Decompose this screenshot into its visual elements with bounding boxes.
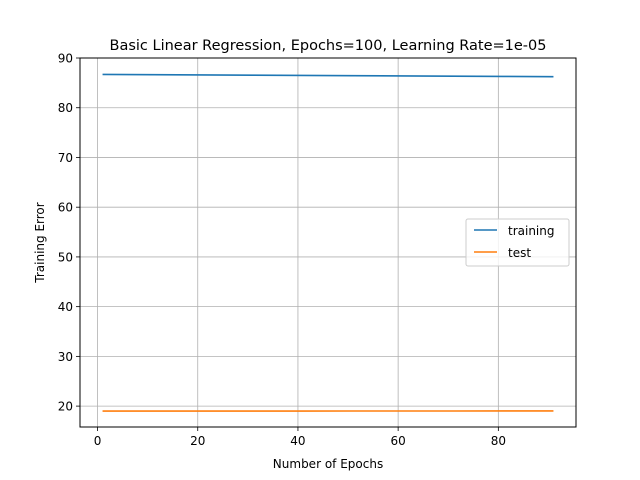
x-tick-label: 40	[290, 434, 305, 448]
y-tick-label: 70	[58, 151, 73, 165]
x-tick-label: 20	[190, 434, 205, 448]
axis-ticks: 0 20 40 60 80 20 30 40 50 60 70 80 90	[58, 52, 506, 449]
x-tick-label: 0	[94, 434, 102, 448]
y-tick-label: 80	[58, 101, 73, 115]
plot-frame	[79, 57, 577, 428]
legend-label-training: training	[508, 224, 555, 238]
x-tick-label: 80	[491, 434, 506, 448]
y-tick-label: 20	[58, 400, 73, 414]
y-tick-label: 40	[58, 300, 73, 314]
y-tick-label: 50	[58, 250, 73, 264]
legend-label-test: test	[508, 246, 531, 260]
y-tick-label: 60	[58, 201, 73, 215]
series-lines	[102, 73, 554, 412]
chart-title: Basic Linear Regression, Epochs=100, Lea…	[110, 38, 547, 54]
x-axis-label: Number of Epochs	[273, 457, 383, 471]
y-tick-label: 30	[58, 350, 73, 364]
legend: training test	[465, 218, 570, 267]
y-axis-label: Training Error	[33, 202, 47, 283]
x-tick-label: 60	[390, 434, 405, 448]
y-tick-label: 90	[58, 52, 73, 66]
series-line-training	[102, 73, 554, 78]
